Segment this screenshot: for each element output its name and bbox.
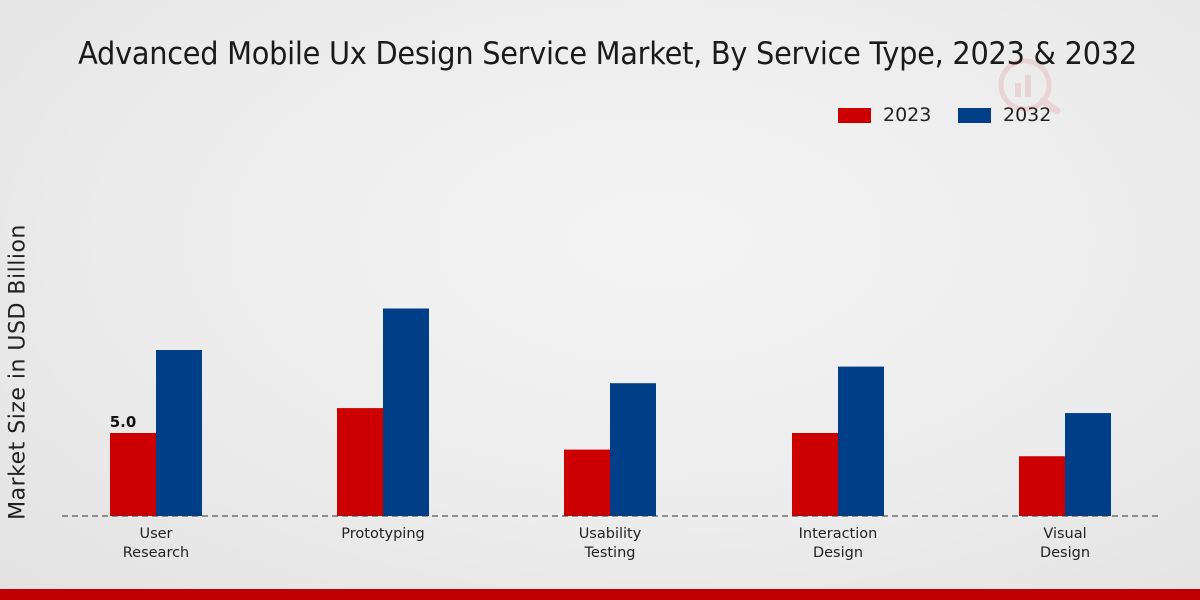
x-tick-label-1: Prototyping bbox=[341, 526, 424, 542]
x-tick-label-4: Visual Design bbox=[1040, 526, 1090, 561]
bar-2032-3 bbox=[838, 366, 884, 516]
x-tick-label-2: Usability Testing bbox=[579, 526, 642, 561]
bar-2032-0 bbox=[156, 350, 202, 516]
bar-2023-4 bbox=[1019, 456, 1065, 516]
x-tick-label-0: User Research bbox=[123, 526, 190, 561]
bar-2023-0 bbox=[110, 433, 156, 516]
x-tick-label-3: Interaction Design bbox=[799, 526, 878, 561]
data-label-0: 5.0 bbox=[110, 413, 137, 431]
bar-2032-2 bbox=[610, 383, 656, 516]
bars-group bbox=[110, 308, 1111, 516]
bar-2032-4 bbox=[1065, 413, 1111, 516]
bar-2023-1 bbox=[337, 408, 383, 516]
legend-item-2032: 2032 bbox=[958, 104, 1051, 126]
data-labels: 5.0 bbox=[110, 413, 137, 431]
bar-2032-1 bbox=[383, 308, 429, 516]
watermark-logo-icon bbox=[998, 58, 1061, 115]
legend-label-2032: 2032 bbox=[1003, 104, 1052, 126]
bar-2023-3 bbox=[792, 433, 838, 516]
legend-swatch-2032 bbox=[958, 107, 991, 123]
chart-title: Advanced Mobile Ux Design Service Market… bbox=[78, 36, 1137, 72]
legend-item-2023: 2023 bbox=[838, 104, 931, 126]
bar-2023-2 bbox=[564, 449, 610, 516]
bottom-accent-bar bbox=[0, 589, 1200, 600]
legend-swatch-2023 bbox=[838, 107, 871, 123]
legend-label-2023: 2023 bbox=[883, 104, 932, 126]
x-tick-labels: User Research Prototyping Usability Testing I… bbox=[123, 526, 1090, 561]
